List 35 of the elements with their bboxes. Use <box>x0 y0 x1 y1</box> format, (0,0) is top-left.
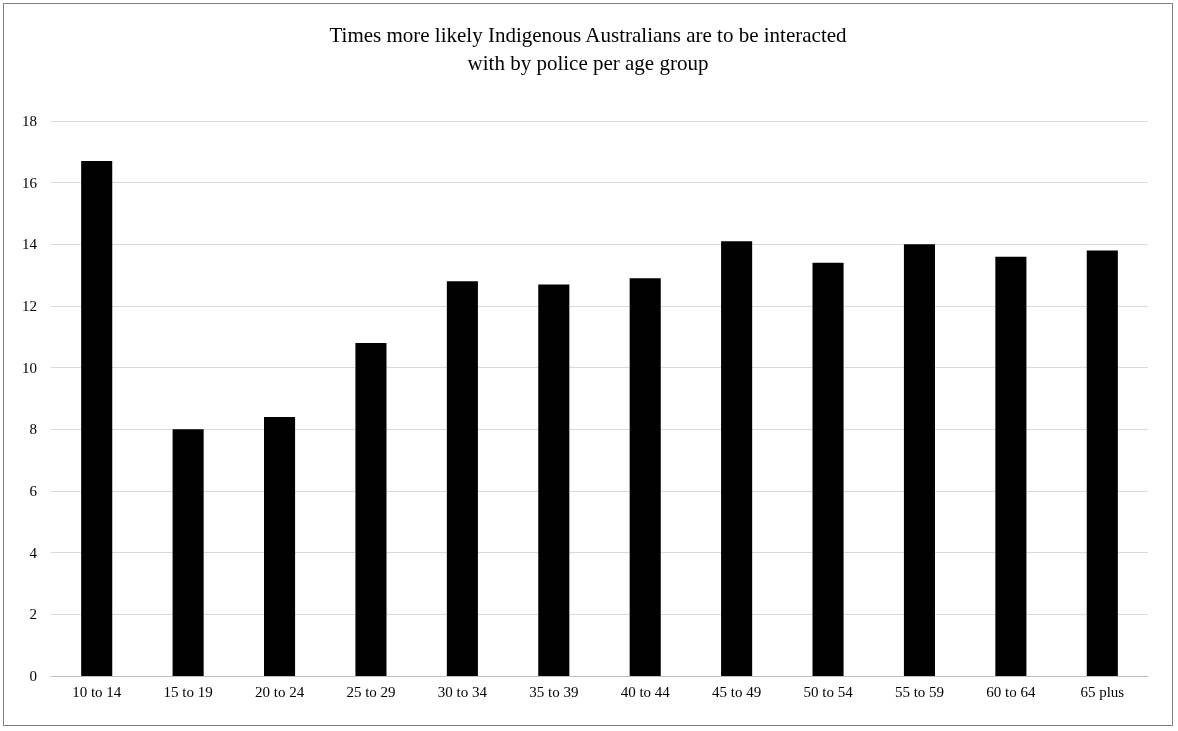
x-tick-label: 25 to 29 <box>346 683 396 700</box>
bar <box>264 417 296 676</box>
x-tick-label: 65 plus <box>1080 683 1125 700</box>
y-tick-label: 12 <box>22 298 37 314</box>
y-tick-label: 4 <box>29 544 38 561</box>
bar <box>812 262 844 676</box>
bar <box>81 161 113 676</box>
x-tick-label: 60 to 64 <box>986 683 1036 700</box>
bar <box>355 343 387 676</box>
y-tick-label: 2 <box>29 606 37 623</box>
y-tick-label: 14 <box>22 236 38 253</box>
x-tick-label: 55 to 59 <box>894 683 945 700</box>
bar <box>629 278 661 676</box>
x-tick-label: 45 to 49 <box>712 683 762 700</box>
x-tick-label: 50 to 54 <box>803 683 854 700</box>
bar <box>995 256 1027 676</box>
chart-title: Times more likely Indigenous Australians are to be interacted with by police per age group <box>329 23 848 75</box>
x-tick-label: 35 to 39 <box>529 683 579 700</box>
bar <box>172 429 204 676</box>
y-tick-label: 6 <box>29 483 38 499</box>
y-tick-label: 16 <box>22 174 38 191</box>
x-tick-label: 20 to 24 <box>254 683 305 700</box>
bar <box>446 281 478 676</box>
bar <box>721 241 753 676</box>
bar <box>538 284 570 676</box>
y-tick-label: 18 <box>22 113 37 129</box>
x-tick-label: 15 to 19 <box>163 683 213 700</box>
y-tick-label: 0 <box>29 668 37 684</box>
x-tick-label: 10 to 14 <box>72 683 122 700</box>
x-tick-label: 30 to 34 <box>437 683 488 700</box>
y-tick-label: 8 <box>29 421 37 438</box>
bar <box>903 244 935 676</box>
x-tick-label: 40 to 44 <box>620 683 671 700</box>
y-tick-label: 10 <box>22 359 37 376</box>
bar <box>1086 250 1118 676</box>
